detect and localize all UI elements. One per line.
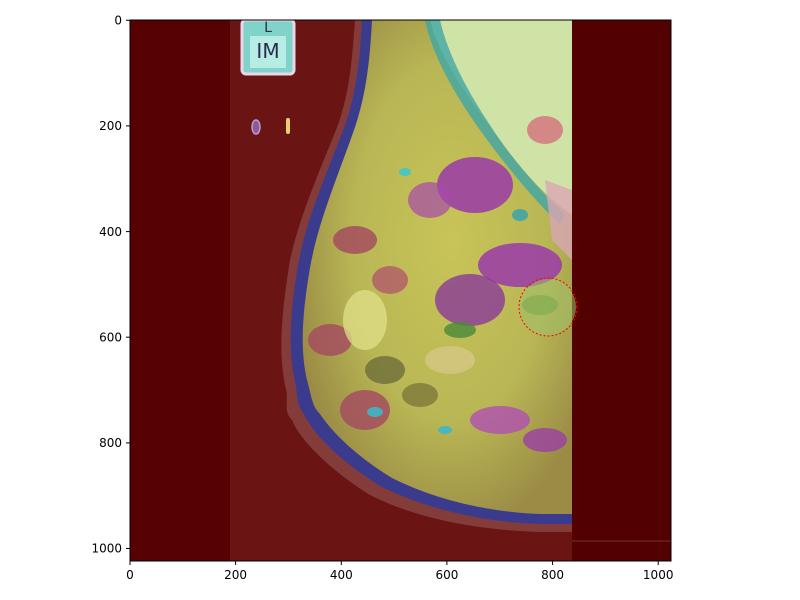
- roi-circle: [518, 277, 578, 337]
- red-region-5: [527, 116, 563, 144]
- artifact-2: [286, 118, 290, 134]
- x-tick-label: 800: [541, 568, 564, 582]
- red-region-1: [333, 226, 377, 254]
- dense-region-6: [523, 428, 567, 452]
- x-tick: 0: [126, 561, 134, 582]
- marker-extra-text: L: [264, 20, 272, 36]
- dense-region-5: [470, 406, 530, 434]
- cyan-speck-3: [438, 426, 452, 434]
- bright-region-2: [425, 346, 475, 374]
- bright-region-1: [343, 290, 387, 350]
- y-tick: 800: [99, 436, 130, 450]
- green-region-1: [444, 322, 476, 338]
- red-region-2: [308, 324, 352, 356]
- x-tick: 400: [330, 561, 353, 582]
- y-tick: 1000: [91, 542, 130, 556]
- x-tick: 800: [541, 561, 564, 582]
- cyan-speck-4: [512, 209, 528, 221]
- right-dark-band: [572, 20, 671, 561]
- film-marker: L IM: [240, 20, 296, 76]
- y-tick-label: 400: [99, 225, 122, 239]
- axes-frame: [129, 19, 672, 562]
- cyan-speck-1: [399, 168, 411, 176]
- dense-region-2: [478, 243, 562, 287]
- x-tick-label: 0: [126, 568, 134, 582]
- x-tick-label: 1000: [643, 568, 674, 582]
- olive-region-2: [402, 383, 438, 407]
- y-tick: 0: [114, 14, 130, 28]
- roi-area: [520, 279, 576, 335]
- y-tick-label: 0: [114, 14, 122, 28]
- x-tick-label: 400: [330, 568, 353, 582]
- y-axis: 0 200 400 600 800 1000: [91, 14, 130, 556]
- dense-region-4: [408, 182, 452, 218]
- mammogram-image: L IM: [130, 20, 671, 561]
- y-tick: 600: [99, 330, 130, 344]
- dense-region-1: [437, 157, 513, 213]
- artifact-1: [251, 119, 261, 135]
- y-tick: 200: [99, 119, 130, 133]
- chest-wall-region: [430, 20, 572, 215]
- y-tick: 400: [99, 225, 130, 239]
- y-tick-label: 200: [99, 119, 122, 133]
- olive-region-1: [365, 356, 405, 384]
- y-tick-label: 1000: [91, 542, 122, 556]
- x-axis: 0 200 400 600 800 1000: [126, 561, 673, 582]
- x-tick: 200: [224, 561, 247, 582]
- pink-strip: [545, 180, 572, 260]
- dense-region-3: [435, 274, 505, 326]
- red-region-3: [340, 390, 390, 430]
- x-tick: 1000: [643, 561, 674, 582]
- x-tick-label: 200: [224, 568, 247, 582]
- x-tick: 600: [435, 561, 458, 582]
- marker-label-text: IM: [256, 39, 279, 63]
- cyan-speck-2: [367, 407, 383, 417]
- y-tick-label: 800: [99, 436, 122, 450]
- red-region-4: [372, 266, 408, 294]
- y-tick-label: 600: [99, 330, 122, 344]
- x-tick-label: 600: [435, 568, 458, 582]
